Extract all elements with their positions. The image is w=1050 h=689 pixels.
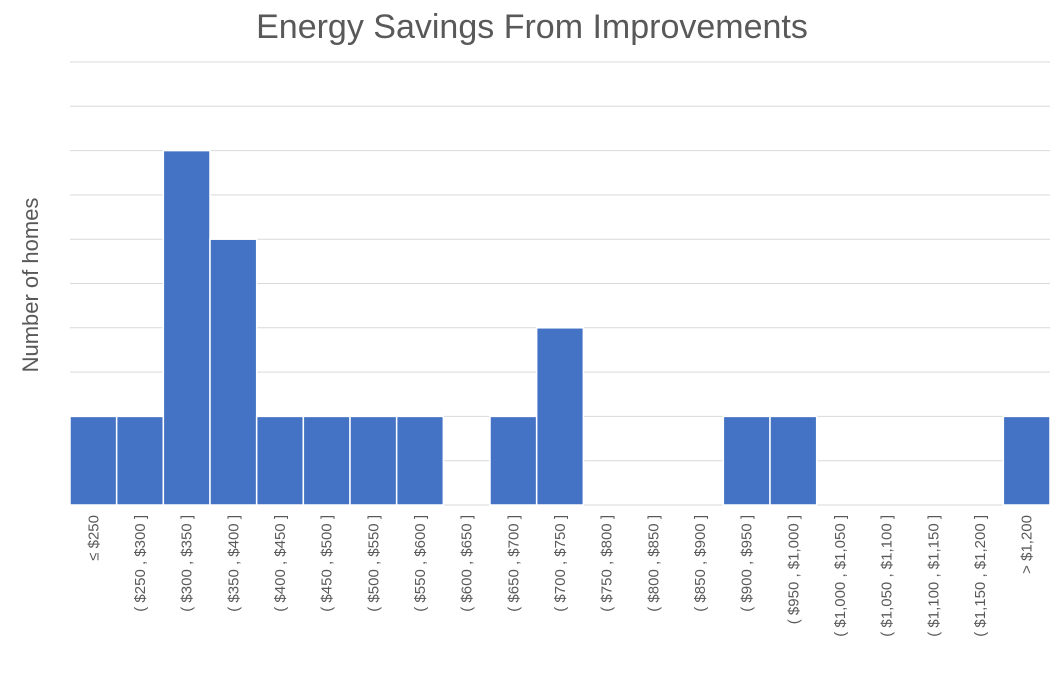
- x-tick-label: ( $750 , $800 ]: [599, 515, 616, 612]
- x-tick-label: > $1,200: [1019, 515, 1036, 574]
- x-tick-label: ( $700 , $750 ]: [552, 515, 569, 612]
- chart-title: Energy Savings From Improvements: [256, 8, 808, 46]
- x-tick-label: ( $450 , $500 ]: [319, 515, 336, 612]
- x-tick-label: ( $650 , $700 ]: [505, 515, 522, 612]
- bar: [302, 415, 351, 506]
- bar: [395, 415, 445, 506]
- y-axis-label: Number of homes: [18, 198, 43, 373]
- x-tick-label: ( $500 , $550 ]: [365, 515, 382, 612]
- x-tick-label: ( $350 , $400 ]: [225, 515, 242, 612]
- x-tick-label: ( $1,000 , $1,050 ]: [832, 515, 849, 637]
- x-tick-label: ( $600 , $650 ]: [459, 515, 476, 612]
- x-tick-label: ( $1,100 , $1,150 ]: [925, 515, 942, 637]
- x-tick-label: ( $550 , $600 ]: [412, 515, 429, 612]
- bar: [255, 415, 305, 506]
- x-tick-label: ( $950 , $1,000 ]: [785, 515, 802, 624]
- x-tick-label: ≤ $250: [85, 515, 102, 561]
- x-tick-label: ( $250 , $300 ]: [132, 515, 149, 612]
- x-tick-label: ( $400 , $450 ]: [272, 515, 289, 612]
- bar: [209, 238, 258, 506]
- x-tick-label: ( $800 , $850 ]: [645, 515, 662, 612]
- bar: [769, 415, 818, 506]
- bar: [349, 415, 398, 506]
- bar: [535, 327, 585, 506]
- x-tick-label: ( $900 , $950 ]: [739, 515, 756, 612]
- bar: [115, 415, 165, 506]
- bar: [69, 415, 118, 506]
- bar: [1002, 415, 1050, 506]
- x-tick-label: ( $1,150 , $1,200 ]: [972, 515, 989, 637]
- x-tick-label: ( $850 , $900 ]: [692, 515, 709, 612]
- bar: [489, 415, 538, 506]
- x-tick-label: ( $1,050 , $1,100 ]: [879, 515, 896, 637]
- bar: [162, 149, 211, 506]
- bar: [722, 415, 771, 506]
- x-tick-label: ( $300 , $350 ]: [179, 515, 196, 612]
